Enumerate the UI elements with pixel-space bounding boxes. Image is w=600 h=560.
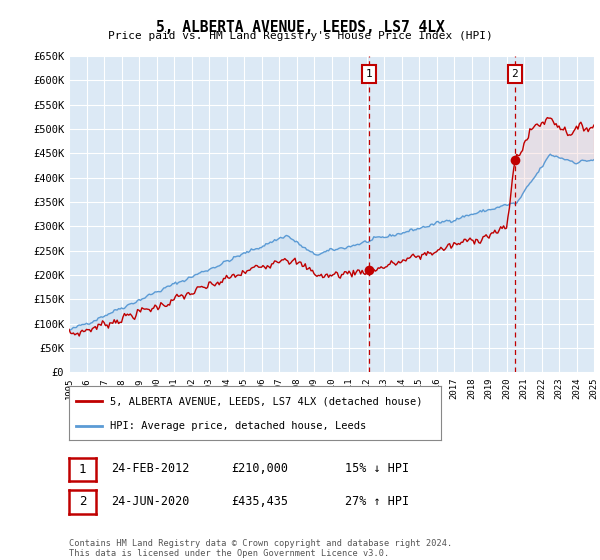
Text: £435,435: £435,435 <box>231 494 288 508</box>
Text: Price paid vs. HM Land Registry's House Price Index (HPI): Price paid vs. HM Land Registry's House … <box>107 31 493 41</box>
Text: 24-JUN-2020: 24-JUN-2020 <box>111 494 190 508</box>
Text: Contains HM Land Registry data © Crown copyright and database right 2024.
This d: Contains HM Land Registry data © Crown c… <box>69 539 452 558</box>
Text: 2: 2 <box>79 495 86 508</box>
Text: 5, ALBERTA AVENUE, LEEDS, LS7 4LX: 5, ALBERTA AVENUE, LEEDS, LS7 4LX <box>155 20 445 35</box>
Text: 27% ↑ HPI: 27% ↑ HPI <box>345 494 409 508</box>
Text: 5, ALBERTA AVENUE, LEEDS, LS7 4LX (detached house): 5, ALBERTA AVENUE, LEEDS, LS7 4LX (detac… <box>110 396 422 407</box>
Text: 1: 1 <box>79 463 86 476</box>
Text: 24-FEB-2012: 24-FEB-2012 <box>111 462 190 475</box>
Text: HPI: Average price, detached house, Leeds: HPI: Average price, detached house, Leed… <box>110 421 366 431</box>
Text: £210,000: £210,000 <box>231 462 288 475</box>
Text: 2: 2 <box>512 69 518 78</box>
Text: 1: 1 <box>365 69 373 78</box>
Text: 15% ↓ HPI: 15% ↓ HPI <box>345 462 409 475</box>
